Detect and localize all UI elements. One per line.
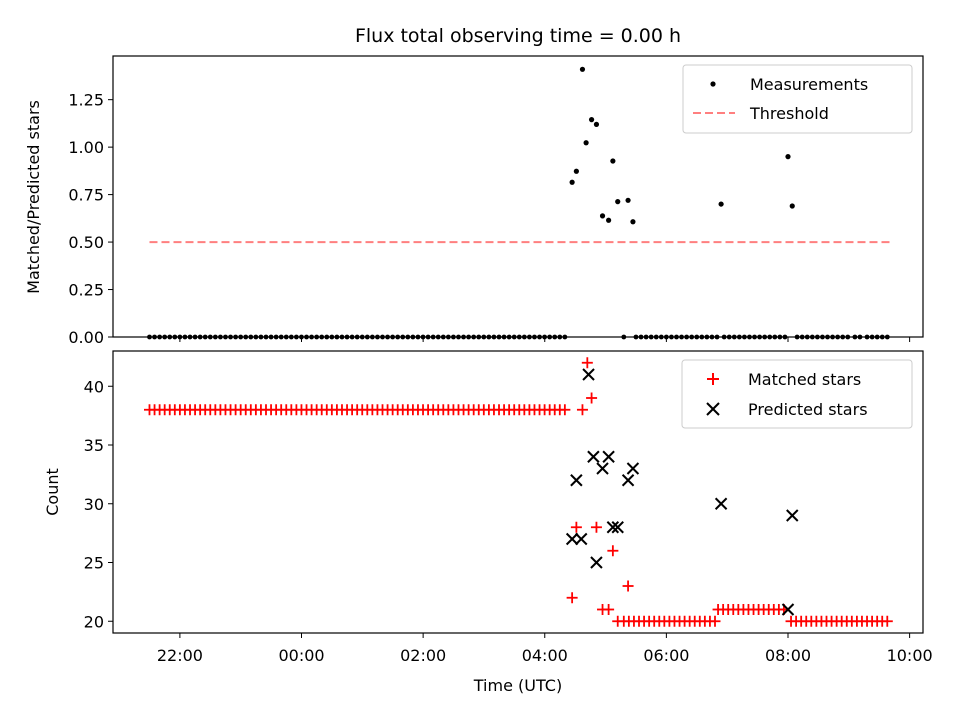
measurement-point bbox=[630, 219, 636, 225]
matched-star-point bbox=[581, 357, 593, 369]
bottom-legend: Matched stars Predicted stars bbox=[681, 359, 913, 429]
bottom-legend-frame bbox=[681, 359, 913, 429]
top-panel: 0.00 0.25 0.50 0.75 1.00 1.25 Matched/Predict… bbox=[24, 55, 924, 347]
legend-predicted-label: Predicted stars bbox=[748, 400, 868, 419]
x-tick-label: 06:00 bbox=[643, 646, 689, 665]
top-y-tick-label: 0.75 bbox=[68, 186, 104, 205]
bottom-panel: 20 25 30 35 40 22:00 00:00 02:00 04:00 06:00 08:0… bbox=[43, 350, 933, 695]
predicted-star-point bbox=[621, 474, 635, 487]
predicted-star-point bbox=[565, 532, 579, 546]
measurement-point bbox=[606, 217, 612, 223]
measurement-point bbox=[785, 154, 791, 160]
matched-star-point bbox=[881, 615, 893, 627]
predicted-star-point bbox=[582, 368, 595, 381]
bottom-panel-frame bbox=[112, 350, 924, 634]
measurement-point bbox=[573, 168, 579, 174]
top-y-tick-label: 0.00 bbox=[68, 328, 104, 347]
matched-star-point bbox=[622, 580, 634, 592]
bottom-y-axis-label: Count bbox=[43, 468, 62, 516]
top-y-tick-label: 1.00 bbox=[68, 138, 104, 157]
predicted-star-point bbox=[575, 532, 588, 546]
measurement-point bbox=[588, 117, 595, 123]
top-y-tick-label: 0.25 bbox=[68, 281, 104, 300]
top-panel-frame bbox=[112, 55, 924, 338]
measurement-point bbox=[718, 201, 724, 207]
measurement-point bbox=[625, 197, 631, 203]
matched-star-point bbox=[566, 592, 578, 604]
measurement-point bbox=[579, 66, 586, 72]
predicted-star-point bbox=[587, 450, 600, 463]
legend-measurement-marker bbox=[710, 81, 716, 87]
top-y-axis-label: Matched/Predicted stars bbox=[24, 100, 43, 294]
matched-star-point bbox=[612, 615, 624, 627]
matched-star-point bbox=[559, 404, 571, 416]
predicted-star-point bbox=[781, 603, 795, 616]
predicted-star-point bbox=[714, 497, 728, 510]
measurement-point bbox=[615, 199, 621, 205]
top-y-tick-label: 1.25 bbox=[68, 91, 104, 110]
measurement-point bbox=[599, 213, 606, 219]
chart-title: Flux total observing time = 0.00 h bbox=[355, 25, 681, 47]
matched-star-point bbox=[586, 392, 598, 404]
legend-threshold-label: Threshold bbox=[749, 104, 829, 123]
predicted-star-point bbox=[570, 474, 583, 487]
predicted-star-point bbox=[590, 556, 603, 569]
x-tick-label: 08:00 bbox=[765, 646, 811, 665]
predicted-star-point bbox=[606, 521, 620, 534]
matched-star-point bbox=[709, 615, 721, 627]
matched-star-point bbox=[607, 545, 619, 557]
measurement-point bbox=[593, 121, 600, 127]
top-legend-frame bbox=[682, 64, 913, 134]
x-tick-label: 10:00 bbox=[887, 646, 933, 665]
measurement-point bbox=[583, 140, 589, 146]
top-y-tick-label: 0.50 bbox=[68, 233, 104, 252]
predicted-star-point bbox=[786, 509, 799, 522]
predicted-star-point bbox=[626, 462, 640, 475]
x-axis-label: Time (UTC) bbox=[473, 676, 562, 695]
legend-measurements-label: Measurements bbox=[750, 75, 868, 94]
x-tick-label: 00:00 bbox=[278, 646, 324, 665]
matched-star-point bbox=[603, 604, 615, 615]
bottom-y-tick-label: 25 bbox=[84, 554, 104, 573]
predicted-star-point bbox=[611, 521, 624, 534]
x-tick-label: 22:00 bbox=[157, 646, 203, 665]
measurement-point bbox=[789, 203, 795, 209]
x-tick-label: 04:00 bbox=[522, 646, 568, 665]
x-tick-label: 02:00 bbox=[400, 646, 446, 665]
predicted-star-point bbox=[596, 462, 609, 475]
measurement-point bbox=[569, 179, 575, 185]
bottom-y-tick-label: 35 bbox=[84, 436, 104, 455]
predicted-star-point bbox=[602, 450, 615, 463]
bottom-y-tick-label: 20 bbox=[84, 612, 104, 631]
top-legend: Measurements Threshold bbox=[682, 64, 913, 134]
matched-star-point bbox=[590, 521, 602, 533]
measurement-point bbox=[610, 158, 616, 164]
matched-star-point bbox=[576, 404, 588, 416]
bottom-y-tick-label: 30 bbox=[84, 495, 104, 514]
legend-matched-marker bbox=[707, 373, 719, 385]
legend-matched-label: Matched stars bbox=[748, 370, 861, 389]
matched-star-point bbox=[570, 521, 582, 533]
legend-predicted-marker bbox=[706, 402, 720, 416]
bottom-y-tick-label: 40 bbox=[84, 377, 104, 396]
